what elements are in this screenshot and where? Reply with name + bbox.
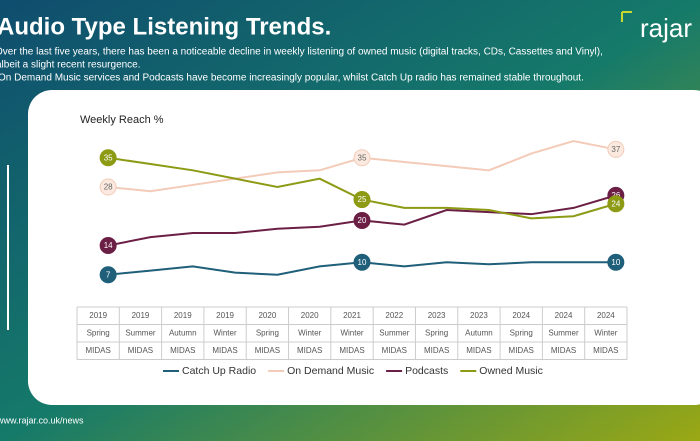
x-tick-label: Winter bbox=[214, 328, 237, 337]
x-tick-label: 2021 bbox=[343, 311, 361, 320]
data-label: 24 bbox=[611, 199, 620, 208]
data-label: 10 bbox=[611, 258, 620, 267]
logo: rajar bbox=[640, 13, 692, 43]
x-tick-label: 2020 bbox=[301, 311, 319, 320]
x-tick-label: MIDAS bbox=[382, 346, 407, 355]
subtitle: Over the last five years, there has been… bbox=[0, 47, 603, 58]
data-point bbox=[353, 149, 371, 167]
x-tick-label: 2019 bbox=[132, 311, 150, 320]
x-tick-label: MIDAS bbox=[466, 346, 491, 355]
x-tick-label: MIDAS bbox=[424, 346, 449, 355]
x-tick-label: MIDAS bbox=[128, 346, 153, 355]
data-point bbox=[607, 195, 625, 213]
x-tick-label: MIDAS bbox=[170, 346, 195, 355]
x-tick-label: 2024 bbox=[555, 311, 573, 320]
data-label: 25 bbox=[358, 195, 367, 204]
x-tick-label: Winter bbox=[340, 328, 363, 337]
x-tick-label: MIDAS bbox=[297, 346, 322, 355]
legend-label: Catch Up Radio bbox=[182, 365, 256, 377]
x-tick-label: Spring bbox=[256, 328, 279, 337]
legend-label: Owned Music bbox=[479, 365, 543, 377]
x-tick-label: Winter bbox=[298, 328, 321, 337]
x-tick-label: 2022 bbox=[385, 311, 403, 320]
data-label: 28 bbox=[104, 183, 113, 192]
logo-icon bbox=[621, 11, 632, 22]
data-label: 35 bbox=[358, 153, 367, 162]
x-tick-label: Summer bbox=[548, 328, 579, 337]
x-tick-label: 2019 bbox=[174, 311, 192, 320]
page-title: Audio Type Listening Trends. bbox=[0, 13, 331, 40]
x-tick-label: 2023 bbox=[470, 311, 488, 320]
data-point bbox=[607, 140, 625, 158]
chart-title: Weekly Reach % bbox=[80, 114, 164, 126]
x-tick-label: 2020 bbox=[258, 311, 276, 320]
chart-card bbox=[28, 90, 700, 405]
x-tick-label: 2024 bbox=[597, 311, 615, 320]
x-tick-label: Autumn bbox=[169, 328, 197, 337]
data-point bbox=[99, 266, 117, 284]
legend-label: On Demand Music bbox=[287, 365, 374, 377]
data-point bbox=[99, 149, 117, 167]
x-tick-label: 2019 bbox=[89, 311, 107, 320]
data-point bbox=[99, 237, 117, 255]
x-tick-label: MIDAS bbox=[255, 346, 280, 355]
legend-label: Podcasts bbox=[405, 365, 448, 377]
data-point bbox=[353, 253, 371, 271]
subtitle: On Demand Music services and Podcasts ha… bbox=[0, 73, 584, 84]
data-label: 37 bbox=[611, 145, 620, 154]
x-tick-label: Summer bbox=[379, 328, 410, 337]
x-tick-label: Spring bbox=[510, 328, 533, 337]
x-tick-label: MIDAS bbox=[339, 346, 364, 355]
data-point bbox=[353, 191, 371, 209]
x-tick-label: Winter bbox=[594, 328, 617, 337]
data-point bbox=[99, 178, 117, 196]
x-tick-label: Autumn bbox=[465, 328, 493, 337]
footer-url: www.rajar.co.uk/news bbox=[0, 415, 84, 425]
data-label: 35 bbox=[104, 153, 113, 162]
x-tick-label: 2023 bbox=[428, 311, 446, 320]
x-tick-label: Spring bbox=[425, 328, 448, 337]
data-label: 7 bbox=[106, 270, 111, 279]
data-label: 14 bbox=[104, 241, 113, 250]
subtitle: albeit a slight recent resurgence. bbox=[0, 60, 141, 71]
x-tick-label: 2024 bbox=[512, 311, 530, 320]
data-label: 10 bbox=[358, 258, 367, 267]
x-tick-label: Summer bbox=[125, 328, 156, 337]
x-tick-label: MIDAS bbox=[551, 346, 576, 355]
x-tick-label: MIDAS bbox=[85, 346, 110, 355]
x-tick-label: MIDAS bbox=[212, 346, 237, 355]
data-point bbox=[353, 211, 371, 229]
data-point bbox=[607, 253, 625, 271]
data-label: 20 bbox=[358, 216, 367, 225]
x-tick-label: MIDAS bbox=[509, 346, 534, 355]
x-tick-label: 2019 bbox=[216, 311, 234, 320]
x-tick-label: Spring bbox=[87, 328, 110, 337]
x-tick-label: MIDAS bbox=[593, 346, 618, 355]
